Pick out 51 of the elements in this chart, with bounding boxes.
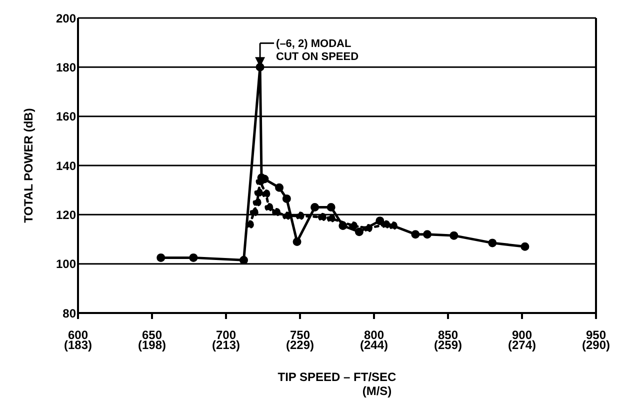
point xyxy=(318,212,326,222)
point xyxy=(252,198,262,207)
point xyxy=(292,237,302,246)
point xyxy=(282,212,291,220)
point xyxy=(326,214,336,223)
point xyxy=(189,253,198,262)
x2-tick-label: (274) xyxy=(508,338,536,352)
annotation: (–6, 2) MODAL CUT ON SPEED xyxy=(276,38,359,64)
point xyxy=(245,220,254,229)
y-tick-label: 180 xyxy=(56,60,76,74)
x2-axis-title: (M/S) xyxy=(362,384,392,398)
x-axis-title: TIP SPEED – FT/SEC xyxy=(278,370,397,384)
point xyxy=(338,221,348,230)
y-axis-title: TOTAL POWER (dB) xyxy=(21,108,36,223)
y-tick-label: 120 xyxy=(56,208,76,222)
y-tick-label: 200 xyxy=(56,11,76,26)
y-tick-label: 80 xyxy=(62,306,76,320)
point xyxy=(423,230,432,239)
point xyxy=(450,231,458,240)
point xyxy=(411,230,420,239)
point xyxy=(156,253,166,262)
point xyxy=(282,194,291,203)
point xyxy=(520,242,530,251)
point xyxy=(250,208,258,216)
x2-tick-label: (198) xyxy=(138,338,166,352)
point xyxy=(388,221,398,230)
point xyxy=(272,208,281,216)
point xyxy=(264,203,274,212)
y-tick-label: 100 xyxy=(56,257,76,272)
point xyxy=(354,228,364,236)
point xyxy=(382,220,390,229)
point xyxy=(296,212,304,220)
x2-tick-label: (244) xyxy=(360,338,388,352)
y-tick-label: 160 xyxy=(56,110,76,124)
point xyxy=(254,188,263,197)
x2-tick-label: (290) xyxy=(582,338,610,352)
point xyxy=(488,238,497,248)
x2-tick-label: (229) xyxy=(286,338,314,352)
point xyxy=(275,183,284,192)
point xyxy=(326,203,336,212)
x2-tick-label: (183) xyxy=(64,338,92,352)
y-tick-label: 140 xyxy=(56,158,76,173)
point xyxy=(240,256,248,264)
x2-tick-label: (213) xyxy=(212,338,240,352)
point xyxy=(310,203,320,212)
point xyxy=(364,224,372,232)
point xyxy=(376,216,384,226)
point xyxy=(256,62,264,72)
point xyxy=(262,190,270,198)
x2-tick-label: (259) xyxy=(434,338,462,352)
point xyxy=(349,221,358,230)
